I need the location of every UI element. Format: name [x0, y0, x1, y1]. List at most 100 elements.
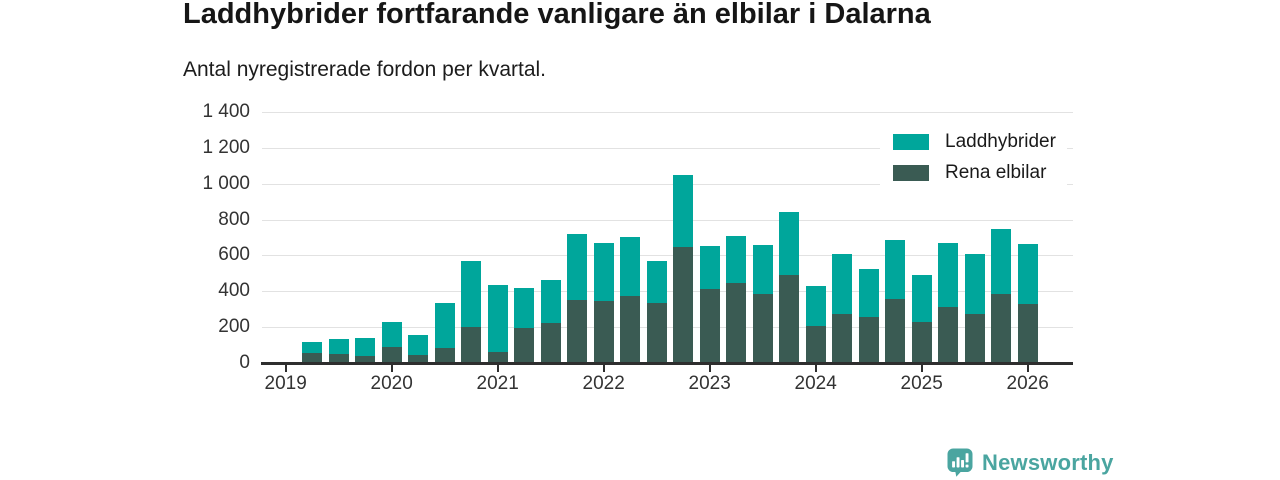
bar-segment-laddhybrider: [381, 322, 402, 347]
bar-segment-rena-elbilar: [540, 322, 561, 363]
x-axis-tick: [496, 365, 499, 372]
brand-name: Newsworthy: [982, 449, 1114, 475]
x-axis-tick: [1026, 365, 1029, 372]
bar-segment-rena-elbilar: [646, 302, 667, 363]
legend-label: Laddhybrider: [945, 131, 1056, 152]
bar-segment-laddhybrider: [1017, 244, 1038, 305]
bar-segment-laddhybrider: [752, 244, 773, 295]
y-axis-label: 1 200: [202, 136, 250, 158]
bar-segment-rena-elbilar: [461, 327, 482, 363]
legend: Laddhybrider Rena elbilar: [880, 126, 1067, 192]
bar-segment-rena-elbilar: [832, 313, 853, 363]
x-axis-tick: [920, 365, 923, 372]
y-axis-label: 400: [218, 280, 250, 302]
x-axis-tick: [602, 365, 605, 372]
x-axis-tick: [390, 365, 393, 372]
bar-segment-laddhybrider: [408, 335, 429, 355]
gridline: [262, 291, 1073, 293]
legend-swatch: [893, 134, 929, 150]
x-axis-label: 2022: [582, 373, 625, 394]
bar-segment-laddhybrider: [593, 242, 614, 301]
bar-segment-rena-elbilar: [567, 299, 588, 363]
bar-segment-laddhybrider: [726, 235, 747, 284]
gridline: [262, 255, 1073, 257]
bar-segment-laddhybrider: [302, 342, 323, 354]
bar-segment-rena-elbilar: [858, 316, 879, 363]
y-axis-label: 0: [239, 352, 250, 373]
x-axis-label: 2025: [900, 373, 943, 394]
bar-segment-rena-elbilar: [355, 355, 376, 363]
bar-segment-laddhybrider: [646, 260, 667, 303]
x-axis-label: 2019: [264, 373, 307, 394]
gridline: [262, 147, 1073, 149]
bar-segment-laddhybrider: [832, 253, 853, 314]
chart-subtitle: Antal nyregistrerade fordon per kvartal.: [183, 58, 547, 81]
bar-segment-laddhybrider: [779, 212, 800, 276]
bar-segment-rena-elbilar: [938, 306, 959, 363]
bar-segment-laddhybrider: [699, 246, 720, 290]
x-axis-label: 2023: [688, 373, 731, 394]
x-axis-tick: [708, 365, 711, 372]
bar-segment-rena-elbilar: [805, 326, 826, 363]
bar-segment-rena-elbilar: [726, 283, 747, 363]
legend-label: Rena elbilar: [945, 162, 1047, 183]
bar-segment-rena-elbilar: [434, 347, 455, 363]
bar-segment-laddhybrider: [540, 280, 561, 323]
x-axis-tick: [814, 365, 817, 372]
bar-segment-rena-elbilar: [964, 313, 985, 363]
bar-segment-rena-elbilar: [302, 353, 323, 363]
bar-segment-laddhybrider: [938, 243, 959, 307]
bar-segment-rena-elbilar: [328, 353, 349, 363]
y-axis-label: 800: [218, 208, 250, 230]
bar-segment-laddhybrider: [858, 268, 879, 317]
y-axis-label: 600: [218, 244, 250, 266]
bar-segment-laddhybrider: [514, 287, 535, 328]
gridline: [262, 219, 1073, 221]
y-axis-label: 200: [218, 316, 250, 338]
bar-segment-rena-elbilar: [991, 293, 1012, 363]
bar-segment-rena-elbilar: [381, 346, 402, 363]
chart-title: Laddhybrider fortfarande vanligare än el…: [183, 0, 931, 30]
bar-segment-rena-elbilar: [779, 275, 800, 363]
legend-item: Rena elbilar: [893, 162, 1053, 184]
newsworthy-logo-icon: [947, 448, 973, 477]
bar-segment-rena-elbilar: [911, 322, 932, 363]
bar-segment-rena-elbilar: [699, 289, 720, 363]
bar-segment-rena-elbilar: [752, 294, 773, 363]
bar-segment-rena-elbilar: [408, 354, 429, 363]
bar-segment-laddhybrider: [461, 260, 482, 328]
gridline: [262, 327, 1073, 329]
bar-segment-laddhybrider: [620, 237, 641, 296]
bar-segment-rena-elbilar: [487, 351, 508, 363]
x-axis-label: 2021: [476, 373, 519, 394]
bar-segment-laddhybrider: [805, 285, 826, 327]
bar-segment-laddhybrider: [487, 285, 508, 352]
bar-segment-laddhybrider: [355, 337, 376, 356]
y-axis-label: 1 000: [202, 172, 250, 194]
gridline: [262, 183, 1073, 185]
bar-segment-rena-elbilar: [593, 300, 614, 363]
bar-segment-rena-elbilar: [885, 299, 906, 363]
bar-segment-laddhybrider: [991, 228, 1012, 294]
brand-footer: Newsworthy: [947, 448, 1114, 477]
x-axis-line: [261, 362, 1073, 365]
bar-segment-laddhybrider: [911, 274, 932, 323]
x-axis-label: 2020: [370, 373, 413, 394]
bar-segment-rena-elbilar: [620, 295, 641, 363]
x-axis-label: 2026: [1006, 373, 1049, 394]
bar-segment-rena-elbilar: [514, 327, 535, 363]
bar-segment-rena-elbilar: [1017, 304, 1038, 363]
bar-segment-laddhybrider: [885, 240, 906, 300]
bar-segment-laddhybrider: [434, 302, 455, 348]
legend-swatch: [893, 165, 929, 181]
bar-segment-laddhybrider: [567, 233, 588, 300]
bar-segment-laddhybrider: [964, 253, 985, 314]
bar-segment-rena-elbilar: [673, 246, 694, 363]
legend-item: Laddhybrider: [893, 131, 1056, 153]
x-axis-tick: [284, 365, 287, 372]
x-axis-label: 2024: [794, 373, 837, 394]
gridline: [262, 112, 1073, 113]
y-axis-label: 1 400: [202, 101, 250, 122]
